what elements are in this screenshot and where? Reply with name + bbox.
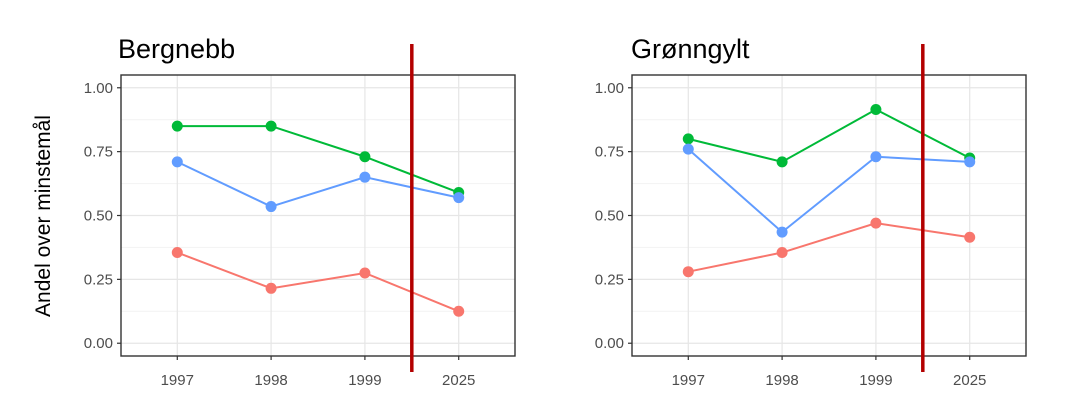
- y-tick-label: 0.75: [595, 144, 624, 161]
- data-point: [171, 120, 183, 132]
- data-point: [870, 151, 882, 163]
- data-point: [776, 226, 788, 238]
- x-tick-label: 1997: [672, 372, 705, 389]
- series-line: [688, 108, 971, 163]
- data-point: [359, 151, 371, 163]
- data-point: [265, 282, 277, 294]
- data-point: [265, 201, 277, 213]
- x-tick-label: 1999: [859, 372, 892, 389]
- data-point: [776, 247, 788, 259]
- data-point: [171, 156, 183, 168]
- x-tick-label: 2025: [953, 372, 986, 389]
- y-tick-label: 0.75: [84, 144, 113, 161]
- data-point: [359, 267, 371, 279]
- data-point: [265, 120, 277, 132]
- y-tick-label: 1.00: [84, 80, 113, 97]
- y-tick-label: 0.00: [595, 335, 624, 352]
- y-tick-label: 0.50: [595, 208, 624, 225]
- y-axis-title: Andel over minstemål: [32, 115, 55, 317]
- data-point: [682, 143, 694, 155]
- series-line: [687, 148, 970, 234]
- series-line: [176, 160, 459, 208]
- data-point: [453, 192, 465, 204]
- data-point: [870, 103, 882, 115]
- x-tick-label: 1999: [348, 372, 381, 389]
- y-tick-label: 0.00: [84, 335, 113, 352]
- data-point: [171, 247, 183, 259]
- data-point: [682, 266, 694, 278]
- panel-title: Grønngylt: [631, 34, 750, 64]
- y-tick-label: 0.25: [84, 271, 113, 288]
- data-point: [870, 217, 882, 229]
- x-tick-label: 1998: [765, 372, 798, 389]
- data-point: [964, 231, 976, 243]
- y-tick-label: 0.25: [595, 271, 624, 288]
- y-tick-label: 1.00: [595, 80, 624, 97]
- data-point: [964, 156, 976, 168]
- data-point: [776, 156, 788, 168]
- panel-gronngylt: Grønngylt 0.00 0.25 0.50 0.75 1.00 1997 1998 19…: [595, 34, 1027, 389]
- x-tick-label: 1998: [254, 372, 287, 389]
- data-point: [682, 133, 694, 145]
- panel-bergnebb: Bergnebb 0.00 0.25 0.50 0.75 1.00 1997 1998 199…: [84, 34, 516, 389]
- data-point: [453, 305, 465, 317]
- panel-title: Bergnebb: [118, 34, 235, 64]
- series-line: [176, 251, 460, 313]
- y-tick-label: 0.50: [84, 208, 113, 225]
- x-tick-label: 1997: [161, 372, 194, 389]
- data-point: [359, 171, 371, 183]
- x-tick-label: 2025: [442, 372, 475, 389]
